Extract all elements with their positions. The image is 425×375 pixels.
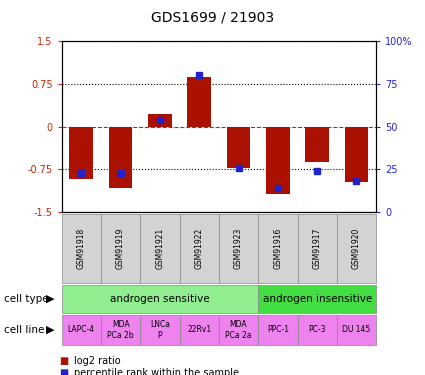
Text: MDA
PCa 2a: MDA PCa 2a bbox=[225, 320, 252, 340]
Text: GDS1699 / 21903: GDS1699 / 21903 bbox=[151, 10, 274, 24]
Bar bbox=[148, 114, 172, 127]
Text: LNCa
P: LNCa P bbox=[150, 320, 170, 340]
Text: GSM91923: GSM91923 bbox=[234, 228, 243, 269]
Bar bbox=[345, 127, 368, 182]
Text: MDA
PCa 2b: MDA PCa 2b bbox=[107, 320, 134, 340]
Text: PC-3: PC-3 bbox=[309, 326, 326, 334]
Text: DU 145: DU 145 bbox=[343, 326, 371, 334]
Text: GSM91922: GSM91922 bbox=[195, 228, 204, 269]
Text: GSM91918: GSM91918 bbox=[77, 228, 86, 269]
Text: LAPC-4: LAPC-4 bbox=[68, 326, 95, 334]
Text: ▶: ▶ bbox=[45, 325, 54, 335]
Text: cell line: cell line bbox=[4, 325, 45, 335]
Text: GSM91916: GSM91916 bbox=[273, 228, 282, 269]
Text: androgen sensitive: androgen sensitive bbox=[110, 294, 210, 304]
Text: ▶: ▶ bbox=[45, 294, 54, 304]
Text: GSM91917: GSM91917 bbox=[313, 228, 322, 269]
Bar bbox=[266, 127, 289, 194]
Text: ■: ■ bbox=[60, 368, 69, 375]
Text: cell type: cell type bbox=[4, 294, 49, 304]
Text: GSM91921: GSM91921 bbox=[156, 228, 164, 269]
Bar bbox=[305, 127, 329, 162]
Text: GSM91919: GSM91919 bbox=[116, 228, 125, 269]
Text: percentile rank within the sample: percentile rank within the sample bbox=[74, 368, 239, 375]
Text: ■: ■ bbox=[60, 356, 69, 366]
Bar bbox=[69, 127, 93, 179]
Bar bbox=[109, 127, 132, 188]
Text: PPC-1: PPC-1 bbox=[267, 326, 289, 334]
Bar bbox=[227, 127, 250, 168]
Bar bbox=[187, 76, 211, 127]
Text: GSM91920: GSM91920 bbox=[352, 228, 361, 269]
Text: log2 ratio: log2 ratio bbox=[74, 356, 121, 366]
Text: 22Rv1: 22Rv1 bbox=[187, 326, 211, 334]
Text: androgen insensitive: androgen insensitive bbox=[263, 294, 372, 304]
